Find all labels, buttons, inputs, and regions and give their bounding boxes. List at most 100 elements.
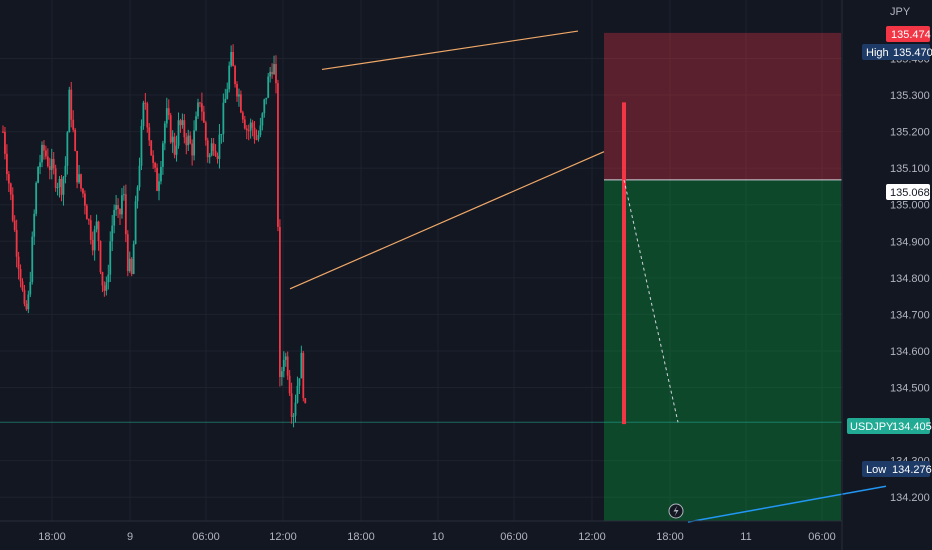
candle-body <box>134 201 137 245</box>
candle-body <box>50 159 53 170</box>
y-tick-label: 135.000 <box>890 200 930 212</box>
candle-body <box>222 102 225 134</box>
candle-body <box>13 220 16 231</box>
candle-body <box>136 187 139 202</box>
candle-body <box>206 140 209 158</box>
candle-body <box>191 143 194 156</box>
high-tag: High 135.470 <box>862 44 932 60</box>
y-tick-label: 135.200 <box>890 127 930 139</box>
candle-body <box>130 258 133 274</box>
svg-text:134.276: 134.276 <box>892 464 932 476</box>
y-tick-label: 134.700 <box>890 309 930 321</box>
lightning-icon[interactable] <box>668 503 684 519</box>
projection-line[interactable] <box>623 179 679 423</box>
candle-body <box>95 221 98 230</box>
candle-body <box>249 122 252 131</box>
candle-body <box>111 225 114 242</box>
last-price-tag: USDJPY 134.405 <box>847 418 932 434</box>
candle-body <box>140 126 143 166</box>
candle-body <box>46 156 49 167</box>
candle-body <box>115 205 117 210</box>
stop-level-tag: 135.068 <box>886 184 930 200</box>
position-zones <box>0 32 842 521</box>
candle-body <box>302 352 305 399</box>
candle-body <box>119 208 121 215</box>
svg-text:High: High <box>866 47 889 59</box>
candle-body <box>128 258 131 272</box>
trend-line[interactable] <box>687 485 887 523</box>
candle-body <box>60 178 63 195</box>
candle-body <box>280 371 283 377</box>
candle-body <box>294 402 297 416</box>
x-tick-label: 12:00 <box>578 531 606 543</box>
wedge-upper-line[interactable] <box>321 30 579 71</box>
candle-body <box>247 130 250 132</box>
candle-body <box>43 144 45 151</box>
candle-body <box>255 138 258 140</box>
candle-body <box>52 159 55 169</box>
candle-body <box>109 241 112 275</box>
candle-body <box>15 230 18 257</box>
candle-body <box>56 187 59 189</box>
candle-body <box>171 136 174 143</box>
candle-body <box>103 285 106 291</box>
candle-body <box>89 220 92 240</box>
wedge-lower-line[interactable] <box>289 151 605 290</box>
candle-body <box>267 76 270 98</box>
candle-body <box>126 234 129 272</box>
y-tick-label: 135.300 <box>890 90 930 102</box>
candle-body <box>189 135 192 144</box>
candle-body <box>17 256 20 270</box>
candle-body <box>70 89 73 120</box>
candle-body <box>23 289 26 304</box>
candle-body <box>35 182 38 214</box>
candle-body <box>175 145 178 155</box>
candle-body <box>78 174 80 183</box>
x-tick-label: 18:00 <box>38 531 66 543</box>
y-tick-label: 134.900 <box>890 236 930 248</box>
time-axis[interactable]: 18:00 9 06:00 12:00 18:00 10 06:00 12:00 18:00 11… <box>38 531 836 543</box>
candle-body <box>201 103 203 112</box>
candle-body <box>154 162 156 168</box>
x-tick-label: 9 <box>127 531 133 543</box>
candle-body <box>45 150 47 157</box>
candle-body <box>185 137 188 146</box>
candle-body <box>282 359 285 372</box>
candle-body <box>224 98 227 103</box>
candle-body <box>9 183 12 195</box>
candle-body <box>177 120 180 146</box>
candle-body <box>25 303 28 310</box>
candle-body <box>72 119 75 130</box>
candle-body <box>54 168 57 188</box>
candle-body <box>271 71 273 75</box>
x-tick-label: 06:00 <box>192 531 220 543</box>
candle-body <box>277 83 279 227</box>
candle-body <box>148 127 151 141</box>
candle-body <box>11 194 14 221</box>
candle-body <box>273 64 275 75</box>
candle-body <box>132 244 135 274</box>
candle-body <box>179 120 182 126</box>
candle-body <box>288 375 291 394</box>
candle-body <box>76 150 78 183</box>
candle-body <box>138 165 141 188</box>
candle-body <box>259 125 262 136</box>
candle-body <box>167 108 170 116</box>
candle-body <box>93 229 96 251</box>
candle-body <box>199 102 201 104</box>
candle-body <box>27 294 30 310</box>
candle-body <box>292 415 295 417</box>
candle-body <box>238 94 240 97</box>
y-tick-label: 134.600 <box>890 346 930 358</box>
candle-body <box>210 143 213 156</box>
x-tick-label: 12:00 <box>269 531 297 543</box>
candle-body <box>152 155 155 163</box>
candle-body <box>7 174 10 184</box>
y-tick-label: 134.800 <box>890 273 930 285</box>
drop-candle <box>622 102 626 425</box>
candle-body <box>105 282 108 291</box>
candle-body <box>296 385 299 403</box>
candle-body <box>240 94 242 113</box>
candle-body <box>214 150 217 156</box>
